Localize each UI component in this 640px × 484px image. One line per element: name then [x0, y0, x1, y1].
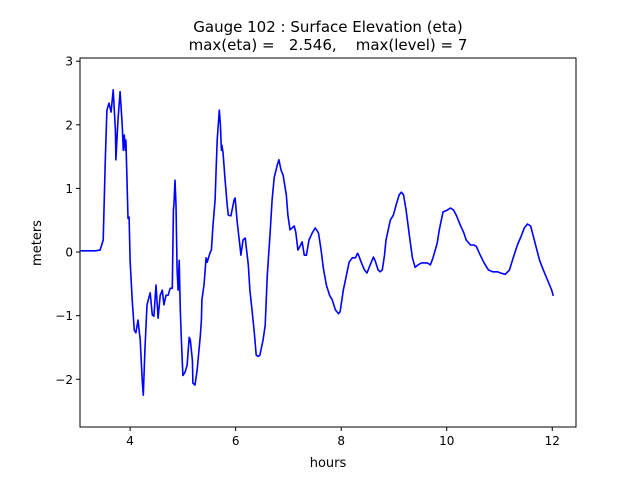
- x-tick-label: 8: [337, 434, 345, 448]
- series-line-eta: [80, 89, 555, 397]
- x-tick-label: 10: [439, 434, 454, 448]
- y-axis-label: meters: [30, 220, 45, 266]
- y-tick-label: 1: [65, 182, 73, 196]
- y-tick-label: −2: [55, 373, 73, 387]
- plot-area: [80, 89, 555, 397]
- y-axis: −2 −1 0 1 2 3: [55, 55, 80, 387]
- x-axis: 4 6 8 10 12: [126, 427, 560, 448]
- y-tick-label: 3: [65, 55, 73, 69]
- y-tick-label: −1: [55, 309, 73, 323]
- x-tick-label: 4: [126, 434, 134, 448]
- axes-frame: [79, 57, 577, 428]
- x-tick-label: 12: [545, 434, 560, 448]
- y-tick-label: 2: [65, 118, 73, 132]
- chart-subtitle: max(eta) = 2.546, max(level) = 7: [189, 36, 468, 54]
- x-axis-label: hours: [310, 456, 347, 471]
- y-tick-label: 0: [65, 246, 73, 260]
- x-tick-label: 6: [232, 434, 240, 448]
- chart-title: Gauge 102 : Surface Elevation (eta): [193, 18, 462, 36]
